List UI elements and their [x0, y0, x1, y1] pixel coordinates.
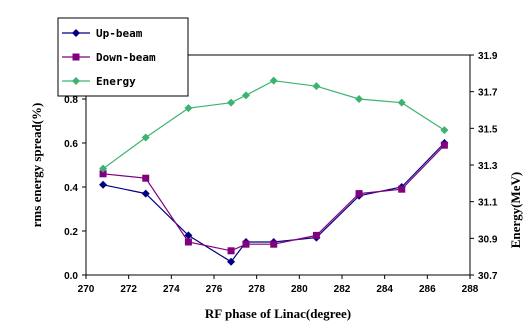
data-point-down-beam	[398, 185, 406, 193]
data-point-down-beam	[270, 240, 278, 248]
right-y-tick-label: 31.3	[478, 161, 498, 172]
series-down-beam	[99, 141, 448, 255]
series-energy	[99, 76, 449, 173]
data-point-energy	[141, 133, 150, 142]
right-y-tick-label: 30.9	[478, 234, 498, 245]
data-point-energy	[184, 104, 193, 113]
left-y-tick-label: 0.2	[64, 227, 78, 238]
legend-label-energy: Energy	[96, 75, 136, 88]
x-tick-label: 286	[419, 284, 436, 295]
data-point-up-beam	[141, 189, 150, 198]
legend-label-down-beam: Down-beam	[96, 51, 156, 64]
x-tick-label: 278	[248, 284, 265, 295]
right-y-axis-title: Energy(MeV)	[508, 172, 523, 249]
left-y-tick-label: 0.0	[64, 271, 78, 282]
x-axis-title: RF phase of Linac(degree)	[205, 306, 351, 321]
data-point-down-beam	[440, 141, 448, 149]
x-tick-label: 282	[334, 284, 351, 295]
data-point-energy	[397, 98, 406, 107]
data-point-up-beam	[227, 257, 236, 266]
data-point-down-beam	[355, 190, 363, 198]
data-point-energy	[99, 164, 108, 173]
data-point-energy	[242, 91, 250, 100]
right-y-tick-label: 31.7	[478, 88, 498, 99]
legend-item-up-beam: Up-beam	[62, 27, 143, 40]
series-line-energy	[102, 80, 445, 170]
right-y-tick-label: 30.7	[478, 271, 498, 282]
data-point-energy	[440, 126, 449, 135]
legend-label-up-beam: Up-beam	[96, 27, 143, 40]
legend: Up-beam Down-beam Energy	[57, 17, 189, 97]
data-point-down-beam	[242, 240, 250, 248]
legend-items: Up-beam Down-beam Energy	[62, 27, 156, 88]
left-y-tick-label: 0.8	[64, 95, 78, 106]
left-y-tick-label: 0.6	[64, 139, 78, 150]
x-tick-label: 284	[376, 284, 393, 295]
data-point-down-beam	[142, 174, 150, 182]
left-y-tick-label: 0.4	[64, 183, 78, 194]
series-line-down-beam	[103, 144, 445, 252]
right-y-tick-label: 31.9	[478, 51, 498, 62]
x-tick-label: 280	[291, 284, 308, 295]
data-point-energy	[355, 95, 364, 103]
data-point-down-beam	[312, 231, 320, 239]
right-y-axis-ticks: 30.7 30.9 31.1 31.3 31.5 31.7 31.9	[470, 51, 498, 282]
data-point-down-beam	[227, 247, 235, 255]
data-point-down-beam	[99, 170, 107, 178]
data-point-up-beam	[99, 180, 108, 189]
legend-marker-up-beam	[72, 29, 80, 37]
data-point-energy	[312, 82, 321, 91]
legend-item-energy: Energy	[62, 75, 136, 88]
x-tick-label: 270	[78, 284, 95, 295]
data-point-up-beam	[184, 231, 193, 240]
legend-marker-down-beam	[72, 53, 80, 61]
right-y-tick-label: 31.1	[478, 198, 498, 209]
x-tick-label: 276	[206, 284, 223, 295]
x-tick-label: 288	[462, 284, 479, 295]
series-layer	[99, 76, 449, 266]
data-point-energy	[227, 98, 236, 107]
x-tick-label: 272	[120, 284, 137, 295]
legend-marker-energy	[72, 77, 80, 85]
right-y-tick-label: 31.5	[478, 124, 498, 135]
data-point-down-beam	[184, 238, 192, 246]
x-tick-label: 274	[163, 284, 180, 295]
left-y-axis-title: rms energy spread(%)	[29, 103, 44, 228]
x-axis-ticks: 270 272 274 276 278 280 282 284 286 288	[78, 275, 479, 295]
legend-item-down-beam: Down-beam	[62, 51, 156, 64]
data-point-energy	[269, 76, 278, 85]
